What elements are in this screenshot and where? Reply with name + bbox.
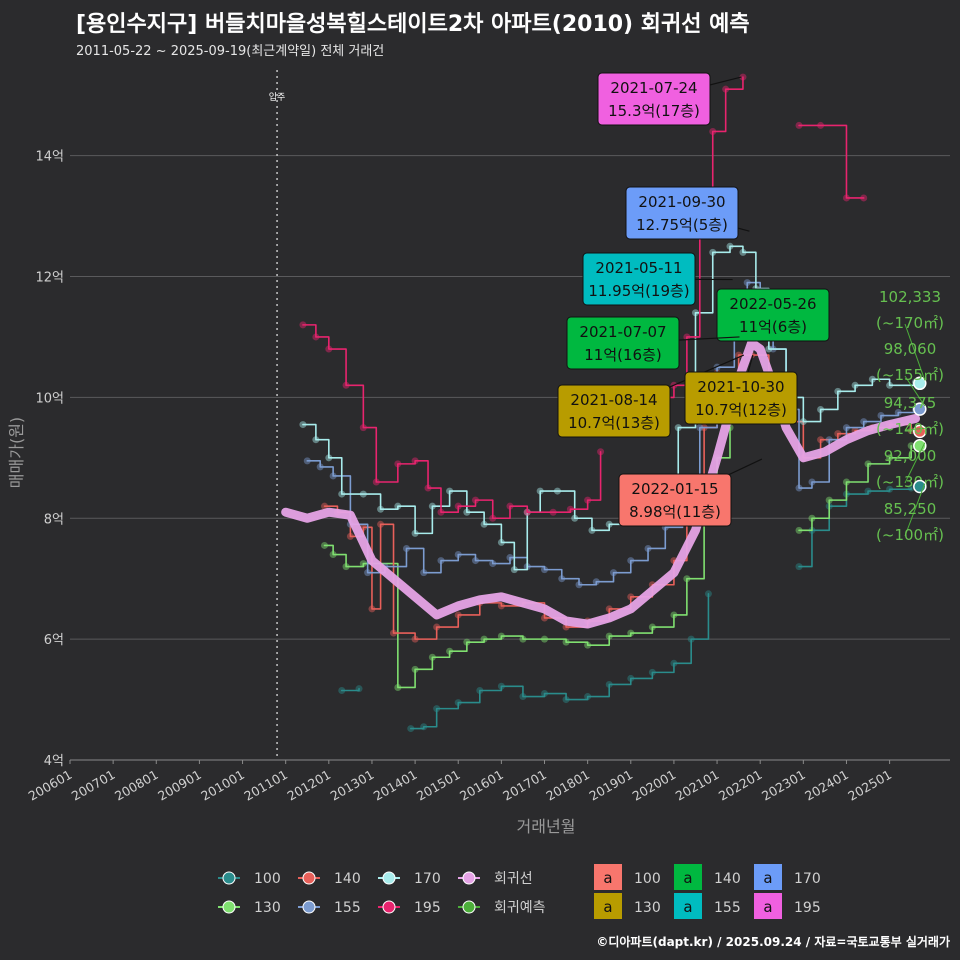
legend-dot-key — [302, 871, 316, 885]
legend-dot-key — [382, 900, 396, 914]
annotation-price: 11억(16층) — [584, 346, 661, 364]
annotation-box — [625, 186, 739, 240]
legend-box-label: 195 — [794, 900, 821, 916]
annotation-price: 8.98억(11층) — [629, 503, 721, 521]
legend-box-label: 130 — [634, 900, 661, 916]
legend-box-glyph: a — [683, 898, 692, 916]
legend-label: 100 — [254, 871, 281, 887]
annotation-box — [684, 371, 798, 425]
legend-label: 회귀선 — [494, 871, 533, 887]
legend-label: 140 — [334, 871, 361, 887]
series-line-170 — [302, 245, 917, 571]
y-tick-label: 10억 — [35, 391, 64, 406]
y-tick-label: 8억 — [44, 512, 64, 527]
legend-dot-key — [222, 900, 236, 914]
legend-box-label: 155 — [714, 900, 741, 916]
annotation-box — [597, 72, 711, 126]
legend-label: 195 — [414, 900, 441, 916]
legend-dot-key — [382, 871, 396, 885]
annotation-price: 15.3억(17층) — [608, 102, 700, 120]
forecast-area-label: (~155㎡) — [876, 366, 944, 384]
annotation-date: 2021-05-11 — [595, 259, 682, 277]
legend-box-label: 100 — [634, 871, 661, 887]
annotation-price: 10.7억(13층) — [568, 414, 660, 432]
annotation-date: 2021-08-14 — [570, 391, 657, 409]
annotation-date: 2021-09-30 — [638, 193, 725, 211]
legend-dot-key — [462, 900, 476, 914]
annotation-date: 2022-05-26 — [729, 295, 816, 313]
forecast-leader — [904, 375, 926, 407]
legend-box-glyph: a — [683, 869, 692, 887]
forecast-area-label: (~140㎡) — [876, 420, 944, 438]
legend-dot-key — [222, 871, 236, 885]
legend-box-glyph: a — [603, 869, 612, 887]
forecast-leader — [904, 483, 926, 537]
forecast-leader — [904, 442, 926, 484]
legend: 100 140 170 회귀선 130 155 195 회귀예측 a 100 a 140 a 170 a 13… — [218, 864, 821, 919]
forecast-value-label: 102,333 — [879, 288, 941, 306]
x-axis-label: 거래년월 — [517, 817, 576, 836]
forecast-point — [913, 438, 927, 453]
forecast-value-label: 94,375 — [884, 394, 937, 412]
y-tick-label: 14억 — [35, 150, 64, 165]
forecast-area-label: (~170㎡) — [876, 314, 944, 332]
y-tick-label: 12억 — [35, 271, 64, 286]
legend-box-key — [594, 864, 622, 890]
forecast-value-label: 85,250 — [884, 500, 937, 518]
legend-box-glyph: a — [763, 869, 772, 887]
annotation-price: 11억(6층) — [739, 318, 807, 336]
forecast-value-label: 92,000 — [884, 447, 937, 465]
forecast-point — [913, 402, 927, 416]
legend-dot-key — [302, 900, 316, 914]
legend-box-key — [754, 893, 782, 919]
legend-box-key — [674, 893, 702, 919]
annotation-price: 11.95억(19층) — [588, 282, 689, 300]
legend-label: 155 — [334, 900, 361, 916]
y-tick-label: 4억 — [44, 754, 64, 769]
forecast-point — [913, 376, 927, 391]
forecast-value-label: 98,060 — [884, 340, 937, 358]
forecast-area-label: (~100㎡) — [876, 526, 944, 544]
forecast-leader — [904, 427, 925, 431]
y-tick-label: 6억 — [44, 633, 64, 648]
page-subtitle: 2011-05-22 ~ 2025-09-19(최근계약일) 전체 거래건 — [76, 44, 385, 59]
page-title: [용인수지구] 버들치마을성복힐스테이트2차 아파트(2010) 회귀선 예측 — [76, 12, 750, 37]
annotation-box — [618, 473, 732, 527]
move-in-label: 입주 — [269, 91, 286, 103]
legend-box-glyph: a — [603, 898, 612, 916]
forecast-area-label: (~130㎡) — [876, 473, 944, 491]
legend-box-key — [674, 864, 702, 890]
legend-box-label: 140 — [714, 871, 741, 887]
legend-box-key — [594, 893, 622, 919]
legend-label: 170 — [414, 871, 441, 887]
legend-box-label: 170 — [794, 871, 821, 887]
forecast-leader — [904, 323, 926, 381]
annotation-date: 2021-10-30 — [697, 378, 784, 396]
legend-box-glyph: a — [763, 898, 772, 916]
legend-label: 회귀예측 — [494, 900, 546, 916]
y-axis-label: 매매가(원) — [7, 417, 26, 488]
series-line-155 — [306, 281, 917, 586]
annotation-date: 2021-07-24 — [610, 79, 697, 97]
legend-dot-key — [462, 871, 476, 885]
annotation-date: 2022-01-15 — [631, 480, 718, 498]
series-line-회귀선 — [281, 338, 920, 629]
legend-box-key — [754, 864, 782, 890]
annotation-box — [716, 288, 830, 342]
annotation-box — [582, 252, 696, 306]
annotation-box — [566, 316, 680, 370]
annotation-price: 12.75억(5층) — [636, 216, 728, 234]
annotation-date: 2021-07-07 — [579, 323, 666, 341]
annotation-price: 10.7억(12층) — [695, 401, 787, 419]
legend-label: 130 — [254, 900, 281, 916]
credit-text: ©디아파트(dapt.kr) / 2025.09.24 / 자료=국토교통부 실… — [596, 935, 950, 949]
annotation-box — [557, 384, 671, 438]
